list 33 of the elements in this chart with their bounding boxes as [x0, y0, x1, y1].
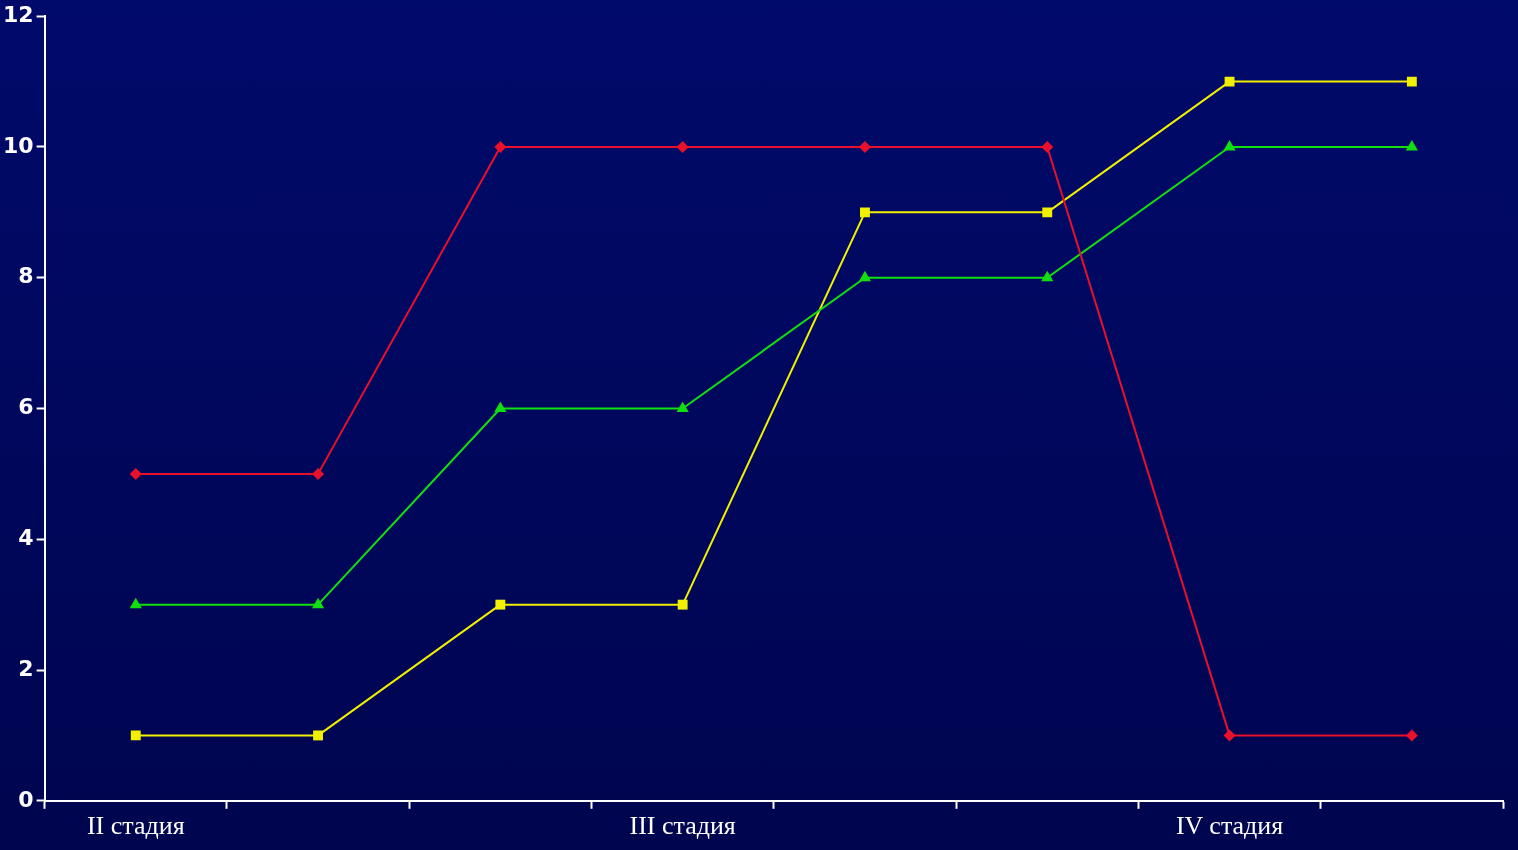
point — [1041, 140, 1054, 153]
point — [858, 270, 872, 282]
point — [1223, 729, 1236, 742]
y-tick-label: 4 — [18, 524, 34, 550]
point — [1042, 207, 1053, 218]
point — [129, 467, 142, 480]
point — [1224, 76, 1235, 87]
point — [495, 599, 506, 610]
point — [494, 401, 507, 412]
point — [313, 730, 324, 741]
point — [676, 140, 689, 153]
x-tick-label: IV стадия — [1175, 811, 1284, 841]
point — [1406, 76, 1417, 87]
x-tick-label: II стадия — [86, 811, 185, 841]
point — [676, 401, 689, 412]
y-tick-label: 12 — [2, 1, 34, 27]
point — [1405, 729, 1418, 742]
y-tick-label: 0 — [18, 786, 34, 812]
y-tick-label: 10 — [2, 132, 34, 158]
point — [312, 597, 325, 609]
point — [312, 467, 325, 480]
y-tick-label: 8 — [18, 263, 34, 289]
point — [860, 207, 870, 218]
point — [1041, 270, 1054, 282]
point — [129, 597, 142, 609]
point — [677, 599, 688, 610]
x-tick-label: III стадия — [629, 811, 736, 841]
point — [1223, 139, 1236, 151]
y-tick-label: 6 — [18, 394, 34, 420]
point — [130, 730, 141, 741]
point — [1405, 139, 1418, 151]
point — [494, 140, 507, 153]
y-tick-label: 2 — [18, 655, 34, 681]
